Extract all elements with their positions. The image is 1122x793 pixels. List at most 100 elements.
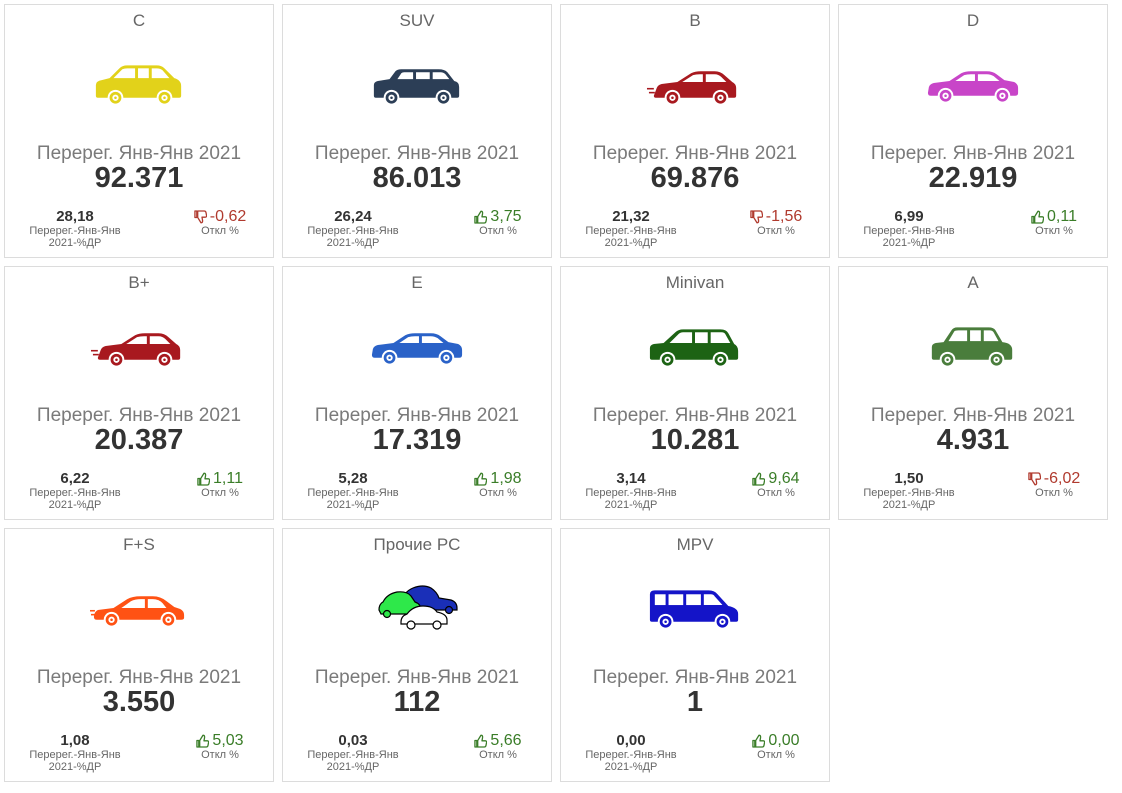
- deviation-value: 9,64: [768, 470, 800, 487]
- thumb-down-icon: [194, 209, 207, 224]
- deviation-label: Откл %: [1035, 225, 1073, 237]
- share-label: Перерег.-Янв-Янв: [307, 487, 399, 499]
- share-block: 6,99 Перерег.-Янв-Янв 2021-%ДР: [853, 208, 965, 249]
- deviation-block: 0,00 Откл %: [721, 732, 831, 761]
- share-label: Перерег.-Янв-Янв: [585, 487, 677, 499]
- deviation-block: 9,64 Откл %: [721, 470, 831, 499]
- segment-title: F+S: [123, 535, 155, 554]
- share-label-line2: 2021-%ДР: [48, 237, 102, 249]
- metric-value: 112: [393, 686, 441, 718]
- thumb-up-icon: [197, 472, 211, 486]
- share-value: 1,50: [894, 470, 924, 487]
- deviation-value: 3,75: [490, 208, 522, 225]
- deviation-block: 3,75 Откл %: [443, 208, 553, 237]
- deviation-label: Откл %: [757, 749, 795, 761]
- metric-value: 3.550: [102, 686, 176, 718]
- metric-label: Перерег. Янв-Янв 2021: [314, 143, 520, 164]
- segment-card[interactable]: B+ Перерег. Янв-Янв 2021 20.387 6,22 Пер…: [4, 266, 274, 520]
- metric-value: 20.387: [94, 424, 184, 456]
- deviation-label: Откл %: [479, 749, 517, 761]
- metric-label: Перерег. Янв-Янв 2021: [36, 667, 242, 688]
- segment-card[interactable]: MPV Перерег. Янв-Янв 2021 1 0,00 Перерег…: [560, 528, 830, 782]
- share-block: 1,50 Перерег.-Янв-Янв 2021-%ДР: [853, 470, 965, 511]
- share-block: 1,08 Перерег.-Янв-Янв 2021-%ДР: [19, 732, 131, 773]
- deviation-label: Откл %: [479, 487, 517, 499]
- segment-card[interactable]: Прочие PC Перерег. Янв-Янв 2021 112 0,03…: [282, 528, 552, 782]
- share-value: 5,28: [338, 470, 368, 487]
- share-block: 0,00 Перерег.-Янв-Янв 2021-%ДР: [575, 732, 687, 773]
- metric-label: Перерег. Янв-Янв 2021: [36, 143, 242, 164]
- sedan-icon: [283, 311, 551, 381]
- segment-title: B+: [128, 273, 150, 292]
- segment-title: C: [132, 11, 146, 30]
- segment-card[interactable]: D Перерег. Янв-Янв 2021 22.919 6,99 Пере…: [838, 4, 1108, 258]
- share-label-line2: 2021-%ДР: [604, 237, 658, 249]
- share-block: 5,28 Перерег.-Янв-Янв 2021-%ДР: [297, 470, 409, 511]
- deviation-label: Откл %: [757, 487, 795, 499]
- metric-value: 92.371: [94, 162, 184, 194]
- share-block: 28,18 Перерег.-Янв-Янв 2021-%ДР: [19, 208, 131, 249]
- segment-card[interactable]: F+S Перерег. Янв-Янв 2021 3.550 1,08 Пер…: [4, 528, 274, 782]
- share-label-line2: 2021-%ДР: [48, 761, 102, 773]
- segment-title: Прочие PC: [373, 535, 461, 554]
- share-value: 1,08: [60, 732, 90, 749]
- hatchback-icon: [5, 311, 273, 381]
- deviation-label: Откл %: [201, 749, 239, 761]
- segment-card[interactable]: C Перерег. Янв-Янв 2021 92.371 28,18 Пер…: [4, 4, 274, 258]
- segment-card[interactable]: E Перерег. Янв-Янв 2021 17.319 5,28 Пере…: [282, 266, 552, 520]
- metric-label: Перерег. Янв-Янв 2021: [314, 405, 520, 426]
- share-label-line2: 2021-%ДР: [326, 499, 380, 511]
- deviation-label: Откл %: [757, 225, 795, 237]
- deviation-label: Откл %: [479, 225, 517, 237]
- metric-label: Перерег. Янв-Янв 2021: [314, 667, 520, 688]
- segment-title: D: [966, 11, 980, 30]
- deviation-value: -1,56: [765, 208, 803, 225]
- metric-value: 17.319: [372, 424, 462, 456]
- thumb-up-icon: [474, 210, 488, 224]
- share-label-line2: 2021-%ДР: [326, 237, 380, 249]
- segment-title: A: [967, 273, 979, 292]
- metric-value: 22.919: [928, 162, 1018, 194]
- segment-title: B: [689, 11, 701, 30]
- share-label-line2: 2021-%ДР: [604, 499, 658, 511]
- deviation-value: -0,62: [209, 208, 247, 225]
- thumb-down-icon: [1028, 471, 1041, 486]
- metric-value: 4.931: [936, 424, 1010, 456]
- share-label: Перерег.-Янв-Янв: [29, 487, 121, 499]
- share-block: 21,32 Перерег.-Янв-Янв 2021-%ДР: [575, 208, 687, 249]
- deviation-block: 5,03 Откл %: [165, 732, 275, 761]
- share-label: Перерег.-Янв-Янв: [863, 487, 955, 499]
- share-label-line2: 2021-%ДР: [326, 761, 380, 773]
- metric-label: Перерег. Янв-Янв 2021: [36, 405, 242, 426]
- metric-value: 10.281: [650, 424, 740, 456]
- thumb-up-icon: [752, 472, 766, 486]
- deviation-value: 0,11: [1047, 208, 1077, 225]
- share-label-line2: 2021-%ДР: [882, 499, 936, 511]
- share-label: Перерег.-Янв-Янв: [307, 749, 399, 761]
- metric-label: Перерег. Янв-Янв 2021: [870, 405, 1076, 426]
- multiple-cars-icon: [283, 573, 551, 643]
- deviation-block: 1,11 Откл %: [165, 470, 275, 499]
- deviation-block: -1,56 Откл %: [721, 208, 831, 237]
- thumb-up-icon: [752, 734, 766, 748]
- thumb-up-icon: [196, 734, 210, 748]
- share-value: 0,00: [616, 732, 646, 749]
- share-value: 0,03: [338, 732, 368, 749]
- compact-car-icon: [839, 311, 1107, 381]
- deviation-value: 5,03: [212, 732, 244, 749]
- segment-card[interactable]: Minivan Перерег. Янв-Янв 2021 10.281 3,1…: [560, 266, 830, 520]
- segment-card[interactable]: B Перерег. Янв-Янв 2021 69.876 21,32 Пер…: [560, 4, 830, 258]
- share-label: Перерег.-Янв-Янв: [29, 225, 121, 237]
- deviation-block: -0,62 Откл %: [165, 208, 275, 237]
- sedan-icon: [839, 49, 1107, 119]
- share-label-line2: 2021-%ДР: [882, 237, 936, 249]
- suv-icon: [283, 49, 551, 119]
- metric-label: Перерег. Янв-Янв 2021: [592, 667, 798, 688]
- thumb-up-icon: [474, 734, 488, 748]
- share-label: Перерег.-Янв-Янв: [29, 749, 121, 761]
- segment-card[interactable]: A Перерег. Янв-Янв 2021 4.931 1,50 Перер…: [838, 266, 1108, 520]
- small-car-icon: [561, 49, 829, 119]
- metric-label: Перерег. Янв-Янв 2021: [870, 143, 1076, 164]
- segment-card[interactable]: SUV Перерег. Янв-Янв 2021 86.013 26,24 П…: [282, 4, 552, 258]
